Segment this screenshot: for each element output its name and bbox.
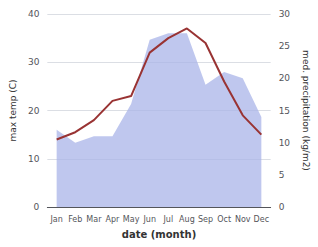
svg-text:date (month): date (month)	[122, 229, 196, 240]
svg-text:Dec: Dec	[254, 215, 269, 224]
svg-text:Jun: Jun	[142, 215, 156, 224]
svg-text:30: 30	[279, 9, 291, 19]
svg-text:Aug: Aug	[179, 215, 195, 224]
svg-text:20: 20	[28, 106, 40, 116]
svg-text:May: May	[123, 215, 140, 224]
svg-text:Mar: Mar	[86, 215, 102, 224]
svg-text:10: 10	[28, 154, 40, 164]
svg-text:Jul: Jul	[162, 215, 173, 224]
svg-text:30: 30	[28, 57, 40, 67]
svg-text:Feb: Feb	[68, 215, 82, 224]
svg-text:0: 0	[34, 202, 40, 212]
svg-text:Oct: Oct	[217, 215, 231, 224]
svg-text:0: 0	[279, 202, 285, 212]
svg-text:20: 20	[279, 73, 291, 83]
svg-text:25: 25	[279, 41, 290, 51]
svg-text:Jan: Jan	[49, 215, 62, 224]
svg-text:Apr: Apr	[106, 215, 121, 224]
svg-text:med. precipitation (kg/m2): med. precipitation (kg/m2)	[301, 50, 311, 171]
svg-text:10: 10	[279, 138, 291, 148]
svg-text:Nov: Nov	[235, 215, 251, 224]
svg-text:40: 40	[28, 9, 40, 19]
svg-text:15: 15	[279, 106, 290, 116]
svg-text:5: 5	[279, 170, 285, 180]
svg-text:Sep: Sep	[198, 215, 213, 224]
svg-text:max temp (C): max temp (C)	[8, 79, 18, 141]
